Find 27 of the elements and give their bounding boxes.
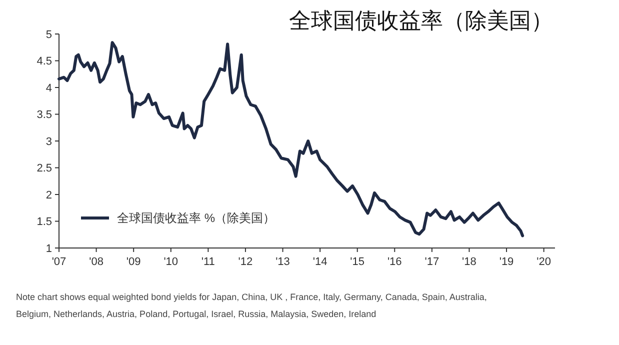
y-tick-label: 1 bbox=[46, 242, 52, 255]
x-tick-label: '19 bbox=[499, 256, 514, 268]
y-tick-label: 1.5 bbox=[36, 216, 52, 228]
text: Note chart shows equal weighted bond yields for Japan, China, UK , France, Italy, Germany, Canada, Spain, Australia, Belgium, Netherlands, Austria, Poland, Portugal, Israel, Russia, Malaysia, Sweden, Ireland bbox=[16, 292, 487, 319]
x-tick-label: '20 bbox=[536, 256, 551, 268]
x-tick-label: '15 bbox=[350, 256, 365, 268]
x-tick-label: '07 bbox=[52, 256, 66, 268]
y-tick-label: 4.5 bbox=[36, 56, 52, 68]
x-tick-label: '11 bbox=[201, 256, 215, 268]
x-tick-label: '08 bbox=[89, 256, 104, 268]
y-tick-label: 2 bbox=[46, 189, 52, 202]
legend-label: 全球国债收益率 %（除美国） bbox=[117, 211, 276, 226]
y-tick-label: 4 bbox=[46, 82, 52, 94]
y-tick-label: 3 bbox=[46, 136, 52, 148]
y-tick-label: 2.5 bbox=[36, 162, 52, 175]
y-tick-label: 5 bbox=[46, 28, 52, 41]
x-tick-label: '17 bbox=[424, 256, 440, 268]
line-series bbox=[58, 41, 524, 238]
x-tick-label: '09 bbox=[126, 256, 141, 268]
x-tick-label: '18 bbox=[462, 256, 476, 268]
chart-title: 全球国债收益率（除美国） bbox=[289, 8, 553, 33]
x-tick-label: '10 bbox=[164, 256, 178, 268]
x-tick-label: '12 bbox=[238, 256, 253, 268]
y-tick-label: 3.5 bbox=[36, 109, 52, 122]
x-tick-label: '16 bbox=[387, 256, 402, 268]
x-tick-label: '13 bbox=[276, 256, 290, 268]
x-tick-label: '14 bbox=[312, 256, 328, 268]
